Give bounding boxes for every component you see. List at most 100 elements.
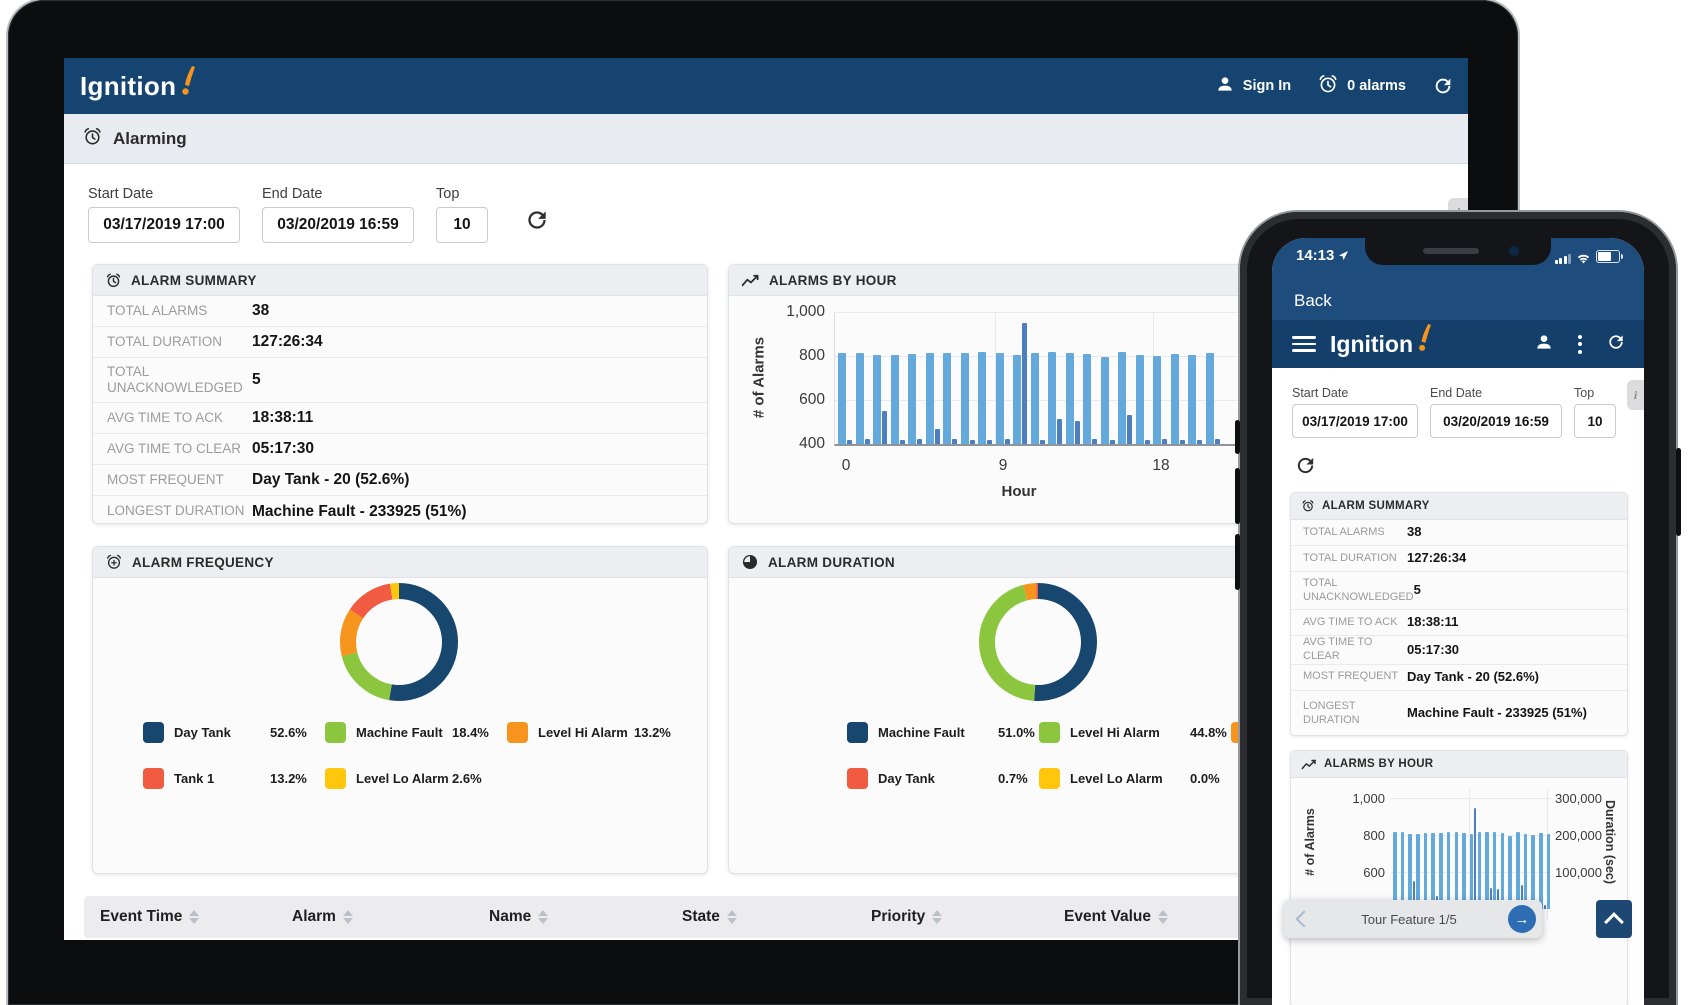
column-label: State [682, 908, 720, 925]
end-date-field: End Date 03/20/2019 16:59 [262, 186, 414, 243]
top-input[interactable]: 10 [1574, 404, 1616, 438]
sign-in-label: Sign In [1242, 78, 1292, 94]
speaker-grille [1423, 248, 1479, 254]
navbar-right-cluster: Sign In 0 alarms [1215, 58, 1454, 114]
column-header-name[interactable]: Name [489, 896, 549, 938]
alarm-count-button[interactable]: 0 alarms [1317, 73, 1406, 99]
legend-swatch [847, 721, 868, 743]
ignition-logo: Ignition [1330, 323, 1432, 359]
legend-percent: 18.4% [452, 724, 489, 740]
summary-row: AVG TIME TO ACK 18:38:11 [1291, 610, 1627, 636]
sign-in-button[interactable]: Sign In [1215, 74, 1291, 98]
y-tick-right: 100,000 [1555, 865, 1602, 880]
legend-item: Day Tank 0.7% [847, 765, 1039, 791]
summary-value: 5 [252, 371, 261, 388]
phone-bezel: 14:13 Back Ignition [1235, 212, 1681, 1005]
refresh-icon [1297, 457, 1314, 474]
start-date-input[interactable]: 03/17/2019 17:00 [1292, 404, 1418, 438]
back-button[interactable]: Back [1294, 291, 1332, 310]
end-date-input[interactable]: 03/20/2019 16:59 [1430, 404, 1562, 438]
top-label: Top [436, 186, 460, 202]
end-date-label: End Date [1430, 386, 1483, 400]
summary-row: TOTAL ALARMS 38 [93, 296, 707, 327]
overflow-menu-icon[interactable] [1578, 334, 1582, 354]
legend-label: Machine Fault [356, 724, 443, 740]
summary-value: 5 [1413, 582, 1421, 598]
panel-title: ALARMS BY HOUR [769, 272, 897, 288]
start-date-field: Start Date 03/17/2019 17:00 [1292, 386, 1418, 438]
alarm-clock-icon [106, 273, 121, 287]
end-date-input[interactable]: 03/20/2019 16:59 [262, 207, 414, 243]
column-label: Event Time [100, 908, 183, 925]
legend-swatch [1039, 721, 1060, 743]
sort-icon [932, 910, 943, 924]
panel-title: ALARM SUMMARY [1322, 500, 1430, 512]
x-tick: 9 [998, 457, 1008, 474]
summary-label: LONGEST DURATION [1303, 699, 1360, 726]
info-tab[interactable]: i [1627, 380, 1644, 410]
phone-app-bar: Ignition [1272, 320, 1644, 368]
legend-percent: 2.6% [452, 770, 482, 786]
legend-percent: 51.0% [998, 724, 1035, 740]
column-header-priority[interactable]: Priority [871, 896, 943, 938]
summary-label: MOST FREQUENT [107, 471, 224, 487]
summary-value: 38 [252, 302, 270, 319]
legend-item: Level Hi Alarm 44.8% [1039, 719, 1231, 745]
start-date-input[interactable]: 03/17/2019 17:00 [88, 207, 240, 243]
user-button[interactable] [1534, 332, 1554, 357]
y-tick: 800 [799, 347, 825, 364]
summary-label: AVG TIME TO ACK [107, 409, 224, 425]
summary-row: TOTAL UNACKNOWLEDGED 5 [1291, 572, 1627, 610]
summary-row: MOST FREQUENT Day Tank - 20 (52.6%) [93, 465, 707, 496]
alarms-by-hour-header: ALARMS BY HOUR [1291, 751, 1627, 778]
sort-icon [538, 910, 549, 924]
sort-icon [726, 910, 737, 924]
alarm-frequency-header: ALARM FREQUENCY [93, 547, 707, 578]
summary-value: Machine Fault - 233925 (51%) [252, 502, 467, 520]
panel-title: ALARM FREQUENCY [132, 554, 274, 570]
bar-chart-plot [1391, 789, 1551, 919]
alarm-clock-icon [82, 126, 103, 152]
refresh-button[interactable] [1432, 75, 1454, 97]
phone-mute-switch [1235, 420, 1240, 454]
legend-item: Level Hi Alarm 13.2% [507, 719, 689, 745]
summary-label: AVG TIME TO ACK [1303, 615, 1398, 628]
ignition-logo: Ignition [80, 66, 196, 103]
collapse-button[interactable] [1596, 900, 1632, 938]
column-label: Priority [871, 908, 926, 925]
summary-label: AVG TIME TO CLEAR [107, 440, 242, 456]
battery-icon [1596, 250, 1623, 263]
refresh-icon [1609, 334, 1623, 349]
refresh-button[interactable] [1606, 332, 1626, 357]
phone-power-button [1676, 448, 1681, 536]
summary-label: MOST FREQUENT [1303, 670, 1399, 683]
info-icon: i [1633, 387, 1638, 402]
phone-volume-down-button [1235, 534, 1240, 590]
sort-icon [342, 910, 353, 924]
y-axis-label: # of Alarms [750, 336, 768, 419]
summary-row: AVG TIME TO ACK 18:38:11 [93, 403, 707, 434]
column-header-event-time[interactable]: Event Time [100, 896, 200, 938]
summary-value: 38 [1407, 524, 1422, 540]
tour-next-button[interactable]: → [1508, 905, 1536, 933]
logo-text: Ignition [80, 71, 177, 101]
top-input[interactable]: 10 [436, 207, 488, 243]
page-title: Alarming [113, 128, 187, 148]
column-header-state[interactable]: State [682, 896, 737, 938]
legend-swatch [507, 721, 528, 743]
alarm-summary-panel: ALARM SUMMARY TOTAL ALARMS 38 TOTAL DURAT… [92, 264, 708, 524]
legend-item: Machine Fault 51.0% [847, 719, 1039, 745]
alarm-summary-header: ALARM SUMMARY [1291, 493, 1627, 520]
summary-label: TOTAL DURATION [107, 333, 223, 349]
menu-icon[interactable] [1292, 336, 1316, 352]
column-label: Event Value [1064, 908, 1152, 925]
column-header-alarm[interactable]: Alarm [292, 896, 353, 938]
column-header-event-value[interactable]: Event Value [1064, 896, 1169, 938]
laptop-bezel: Ignition Sign In 0 alarms [8, 0, 1518, 1005]
alarm-summary-header: ALARM SUMMARY [93, 265, 707, 296]
apply-refresh-button[interactable] [524, 207, 550, 238]
y-tick-left: 800 [1363, 828, 1385, 843]
signal-icon [1554, 254, 1571, 264]
legend-label: Level Hi Alarm [1070, 724, 1160, 740]
apply-refresh-button[interactable] [1294, 454, 1317, 482]
